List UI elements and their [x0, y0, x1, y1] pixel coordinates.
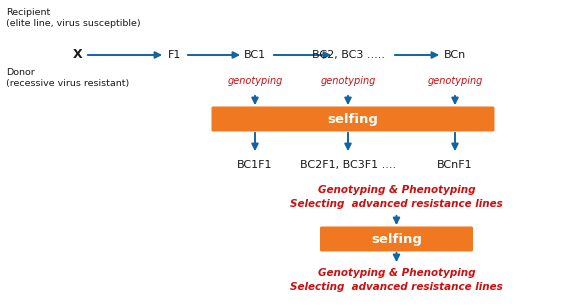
Text: Genotyping & Phenotyping
Selecting  advanced resistance lines: Genotyping & Phenotyping Selecting advan… — [290, 268, 503, 292]
Text: BC2, BC3 .....: BC2, BC3 ..... — [312, 50, 384, 60]
Text: BC1: BC1 — [244, 50, 266, 60]
Text: BCnF1: BCnF1 — [437, 160, 473, 170]
Text: selfing: selfing — [328, 113, 378, 125]
FancyBboxPatch shape — [211, 106, 494, 132]
Text: BCn: BCn — [444, 50, 466, 60]
Text: Recipient
(elite line, virus susceptible): Recipient (elite line, virus susceptible… — [6, 8, 140, 28]
Text: genotyping: genotyping — [320, 76, 376, 86]
Text: BC1F1: BC1F1 — [237, 160, 273, 170]
Text: genotyping: genotyping — [427, 76, 482, 86]
FancyBboxPatch shape — [320, 226, 473, 252]
Text: X: X — [73, 48, 83, 62]
Text: BC2F1, BC3F1 ....: BC2F1, BC3F1 .... — [300, 160, 396, 170]
Text: F1: F1 — [168, 50, 182, 60]
Text: genotyping: genotyping — [227, 76, 282, 86]
Text: selfing: selfing — [371, 233, 422, 245]
Text: Genotyping & Phenotyping
Selecting  advanced resistance lines: Genotyping & Phenotyping Selecting advan… — [290, 185, 503, 209]
Text: Donor
(recessive virus resistant): Donor (recessive virus resistant) — [6, 68, 129, 88]
